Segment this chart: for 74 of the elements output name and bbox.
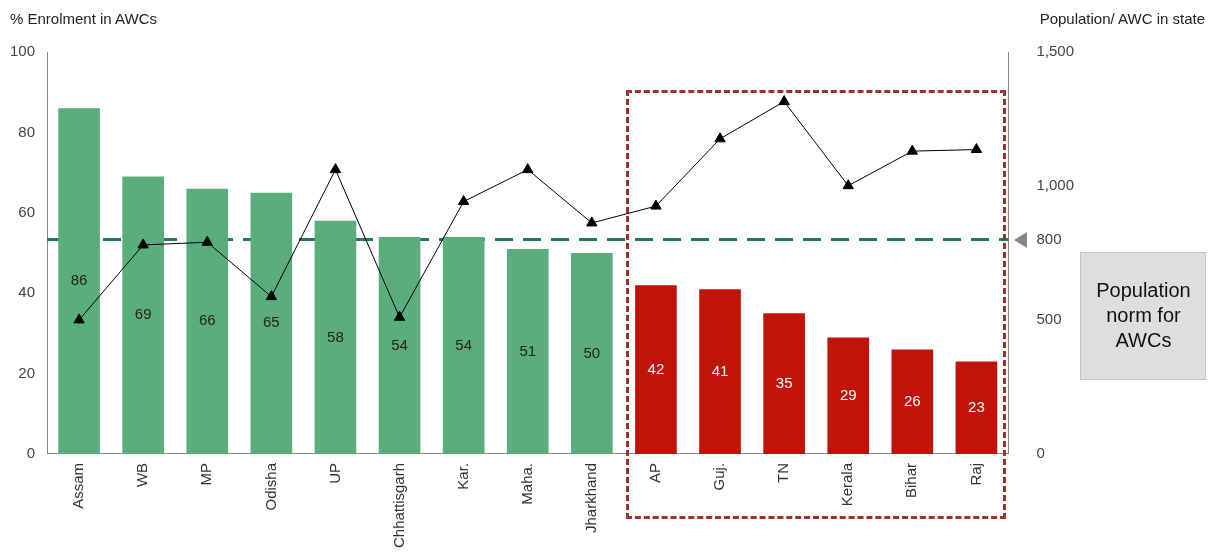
data-label: 26	[903, 391, 921, 409]
text: Population norm for AWCs	[1080, 251, 1207, 380]
point	[970, 143, 983, 154]
data-label: 51	[519, 341, 537, 359]
x-tick-label: MP	[197, 462, 215, 486]
point	[329, 163, 342, 174]
y-axis-title: % Enrolment in AWCs	[10, 10, 157, 27]
data-label: 58	[327, 327, 344, 345]
x-tick-label: Assam	[69, 462, 87, 509]
point	[393, 310, 406, 321]
point	[522, 163, 534, 174]
data-label: 29	[839, 385, 857, 403]
bar	[955, 361, 998, 454]
data-label: 41	[711, 361, 729, 379]
bar	[378, 236, 421, 454]
data-label: 54	[455, 335, 472, 353]
x-tick-label: WB	[133, 462, 151, 488]
y-tick-label: 0	[26, 444, 36, 462]
point	[906, 144, 919, 155]
x-tick-label: Chhattisgarh	[389, 462, 407, 549]
data-label: 23	[968, 397, 985, 415]
data-label: 65	[263, 313, 280, 331]
point	[650, 199, 662, 210]
bar	[58, 108, 100, 454]
data-label: 66	[198, 311, 216, 329]
bar	[122, 176, 164, 454]
point	[457, 195, 470, 206]
bar	[314, 220, 357, 454]
point	[137, 238, 149, 249]
bar	[506, 248, 549, 454]
y-tick-label: 100	[10, 42, 36, 60]
x-tick-label: Kerala	[838, 462, 856, 507]
y-tick-label: 60	[18, 202, 36, 220]
point	[778, 95, 790, 106]
data-label: 42	[647, 359, 665, 377]
data-label: 86	[70, 271, 88, 289]
data-label: 54	[391, 335, 408, 353]
y2-axis-title: Population/ AWC in state	[1039, 10, 1205, 27]
x-tick-label: Odisha	[261, 462, 279, 511]
y2-tick-label: 500	[1036, 310, 1062, 328]
x-tick-label: Bihar	[902, 462, 920, 498]
x-tick-label: UP	[325, 462, 343, 484]
bar	[891, 349, 934, 454]
bar	[571, 252, 613, 454]
y-tick-label: 40	[18, 283, 36, 301]
y2-tick-label: 800	[1036, 229, 1062, 247]
bar	[635, 285, 677, 454]
point	[586, 216, 598, 227]
data-label: 69	[134, 305, 152, 323]
point	[265, 290, 278, 301]
bar	[442, 236, 485, 454]
point	[842, 179, 854, 190]
bar	[827, 337, 870, 454]
y2-tick-label: 1,500	[1036, 42, 1075, 60]
bar	[186, 188, 229, 454]
x-tick-label: Raj	[966, 462, 984, 486]
bar	[699, 289, 741, 454]
point	[201, 235, 213, 246]
x-tick-label: Maha.	[517, 462, 535, 505]
x-tick-label: AP	[646, 462, 664, 483]
point	[714, 132, 726, 143]
y2-tick-label: 0	[1036, 444, 1045, 462]
bar	[250, 192, 293, 454]
y-tick-label: 20	[18, 363, 36, 381]
x-tick-label: Guj.	[710, 462, 728, 491]
point	[73, 313, 85, 324]
y-tick-label: 80	[18, 122, 36, 140]
data-label: 35	[775, 373, 793, 391]
data-label: 50	[583, 343, 601, 361]
x-tick-label: Kar.	[453, 462, 471, 490]
x-tick-label: Jharkhand	[581, 462, 599, 534]
x-tick-label: TN	[774, 462, 792, 483]
y2-tick-label: 1,000	[1036, 176, 1075, 194]
bar	[763, 313, 805, 454]
